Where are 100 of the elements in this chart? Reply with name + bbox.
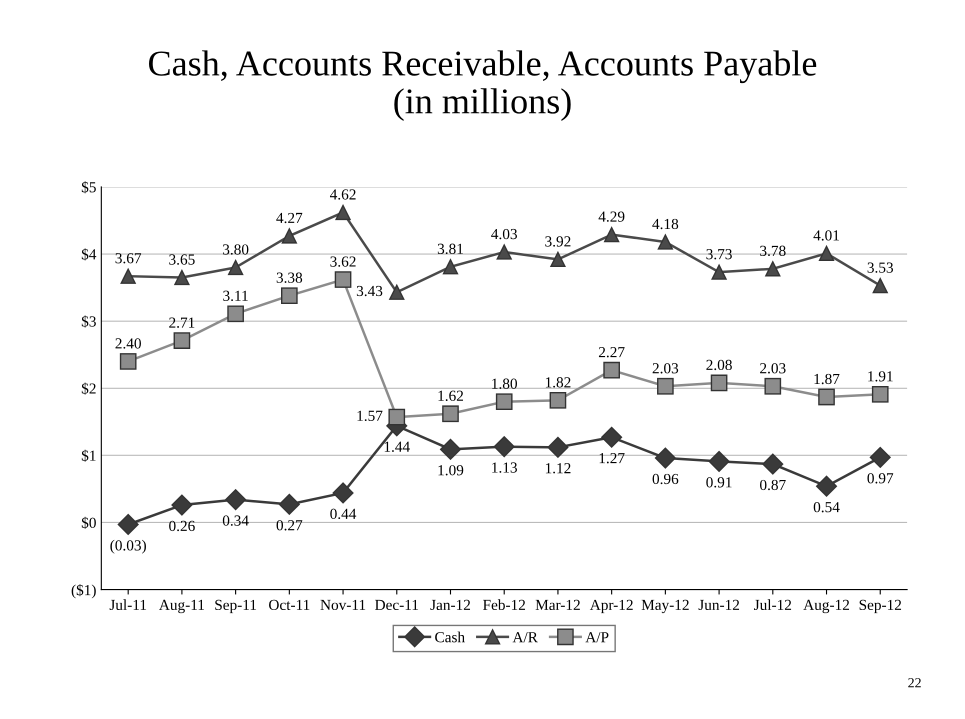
text: 22 <box>908 678 921 688</box>
point <box>494 436 515 458</box>
point <box>227 305 244 322</box>
data-label: 0.26 <box>169 520 195 532</box>
x-tick-label: Jan-12 <box>430 600 470 610</box>
point <box>657 378 674 395</box>
point <box>442 405 459 422</box>
point <box>658 234 674 250</box>
data-label: 2.71 <box>169 318 194 328</box>
point <box>547 436 568 458</box>
data-label: 2.03 <box>652 363 678 374</box>
x-tick-label: Nov-11 <box>320 600 366 610</box>
point <box>440 438 462 460</box>
point <box>171 494 192 516</box>
data-label: 2.40 <box>115 338 141 349</box>
point <box>550 252 566 268</box>
data-label: 0.44 <box>330 508 356 520</box>
x-tick-label: Feb-12 <box>483 599 526 610</box>
point <box>174 332 190 349</box>
data-label: 1.57 <box>357 410 382 422</box>
data-label: 3.43 <box>356 286 382 296</box>
y-tick-label: $2 <box>82 382 96 395</box>
point <box>120 353 137 370</box>
point <box>282 228 297 244</box>
data-label: 4.03 <box>491 228 517 240</box>
data-label: 1.09 <box>438 465 464 476</box>
data-label: 3.11 <box>223 290 248 301</box>
point <box>225 489 246 510</box>
legend-label: Cash <box>435 632 465 642</box>
x-tick-label: Apr-12 <box>590 600 633 614</box>
point <box>334 271 352 288</box>
data-label: 0.91 <box>706 477 732 488</box>
point <box>710 374 728 392</box>
data-label: 0.54 <box>814 502 840 512</box>
data-label: 2.08 <box>706 360 732 370</box>
data-label: 3.65 <box>169 254 195 265</box>
y-tick-label: ($1) <box>72 584 96 598</box>
point <box>389 284 404 300</box>
data-label: 0.87 <box>760 480 786 490</box>
point <box>764 378 782 395</box>
x-tick-label: May-12 <box>642 600 689 614</box>
data-label: 4.01 <box>813 230 839 241</box>
point <box>604 226 620 242</box>
point <box>496 393 513 410</box>
data-label: 4.27 <box>276 212 302 224</box>
data-label: 3.81 <box>438 244 463 254</box>
data-label: 1.91 <box>868 371 893 382</box>
data-label: 4.18 <box>652 218 678 230</box>
point <box>708 450 730 472</box>
point <box>654 448 676 469</box>
data-label: 1.82 <box>546 377 570 388</box>
data-label: 2.27 <box>598 347 625 358</box>
data-label: 1.13 <box>492 462 517 473</box>
data-label: 0.34 <box>222 515 249 526</box>
x-tick-label: Sep-11 <box>215 600 256 614</box>
data-label: 1.44 <box>384 442 410 452</box>
y-tick-label: $5 <box>82 181 96 194</box>
point <box>228 260 244 276</box>
point <box>762 454 784 475</box>
legend-label: A/R <box>512 632 538 642</box>
data-label: 4.29 <box>598 211 624 222</box>
data-label: 2.03 <box>760 363 786 374</box>
point <box>332 482 354 504</box>
point <box>496 244 512 260</box>
point <box>711 264 727 280</box>
point <box>870 446 891 468</box>
point <box>872 386 889 403</box>
point <box>278 494 300 515</box>
data-label: 1.12 <box>546 463 570 474</box>
legend-label: A/P <box>585 632 608 642</box>
data-label: 3.80 <box>222 244 248 255</box>
point <box>442 259 458 274</box>
x-tick-label: Jul-11 <box>110 599 146 610</box>
point <box>120 268 136 284</box>
data-label: 3.67 <box>116 253 142 264</box>
data-label: 0.97 <box>867 473 894 484</box>
data-label: 1.27 <box>600 453 625 464</box>
y-tick-label: $4 <box>82 248 96 261</box>
data-label: 0.96 <box>652 474 678 484</box>
data-label: 3.38 <box>276 272 302 283</box>
y-tick-label: $3 <box>82 315 96 328</box>
x-tick-label: Aug-12 <box>803 600 850 614</box>
point <box>118 514 139 535</box>
x-tick-label: Sep-12 <box>860 600 902 614</box>
data-label: 3.62 <box>330 256 356 267</box>
point <box>550 392 566 409</box>
data-label: 1.80 <box>492 378 517 389</box>
x-tick-label: Mar-12 <box>536 600 580 610</box>
point <box>818 246 834 262</box>
point <box>765 261 780 276</box>
data-label: 3.92 <box>545 236 570 247</box>
x-tick-label: Dec-11 <box>375 600 418 610</box>
data-label: 1.62 <box>438 390 464 401</box>
point <box>816 476 838 497</box>
data-label: (0.03) <box>110 540 146 554</box>
x-tick-label: Jul-12 <box>754 599 792 610</box>
point <box>335 204 351 220</box>
data-label: 3.78 <box>760 246 786 256</box>
point <box>388 408 406 426</box>
data-label: 0.27 <box>276 520 302 530</box>
